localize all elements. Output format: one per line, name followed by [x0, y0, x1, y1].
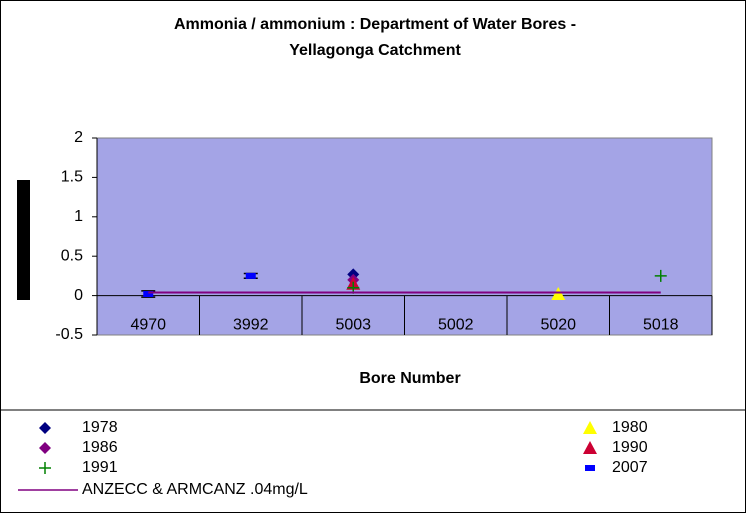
legend-marker	[39, 422, 51, 434]
x-tick-label: 5003	[335, 317, 371, 334]
legend-label: 1986	[82, 439, 118, 456]
marker	[143, 291, 154, 298]
x-tick-label: 4970	[130, 317, 166, 334]
x-tick-label: 3992	[233, 317, 269, 334]
legend-label: ANZECC & ARMCANZ .04mg/L	[82, 481, 308, 498]
x-tick-label: 5018	[643, 317, 679, 334]
legend-marker	[39, 442, 51, 454]
x-axis-label: Bore Number	[359, 370, 460, 387]
legend-label: 1990	[612, 439, 648, 456]
y-tick-label: -0.5	[55, 326, 83, 343]
legend-marker	[39, 462, 51, 474]
legend-label: 2007	[612, 459, 648, 476]
legend-marker	[585, 465, 595, 471]
legend-label: 1980	[612, 419, 648, 436]
x-tick-label: 5002	[438, 317, 474, 334]
marker	[654, 269, 667, 282]
y-tick-label: 1.5	[61, 169, 83, 186]
chart-title: Ammonia / ammonium : Department of Water…	[173, 16, 577, 59]
y-tick-label: 2	[74, 129, 83, 146]
legend-label: 1978	[82, 419, 118, 436]
legend-marker	[583, 441, 597, 454]
x-tick-label: 5020	[540, 317, 576, 334]
legend-marker	[583, 421, 597, 434]
y-tick-label: 0	[74, 287, 83, 304]
legend-label: 1991	[82, 459, 118, 476]
marker	[551, 287, 566, 301]
y-tick-label: 0.5	[61, 247, 83, 264]
y-tick-label: 1	[74, 208, 83, 225]
marker	[245, 272, 256, 279]
axis-title-block	[17, 180, 30, 300]
